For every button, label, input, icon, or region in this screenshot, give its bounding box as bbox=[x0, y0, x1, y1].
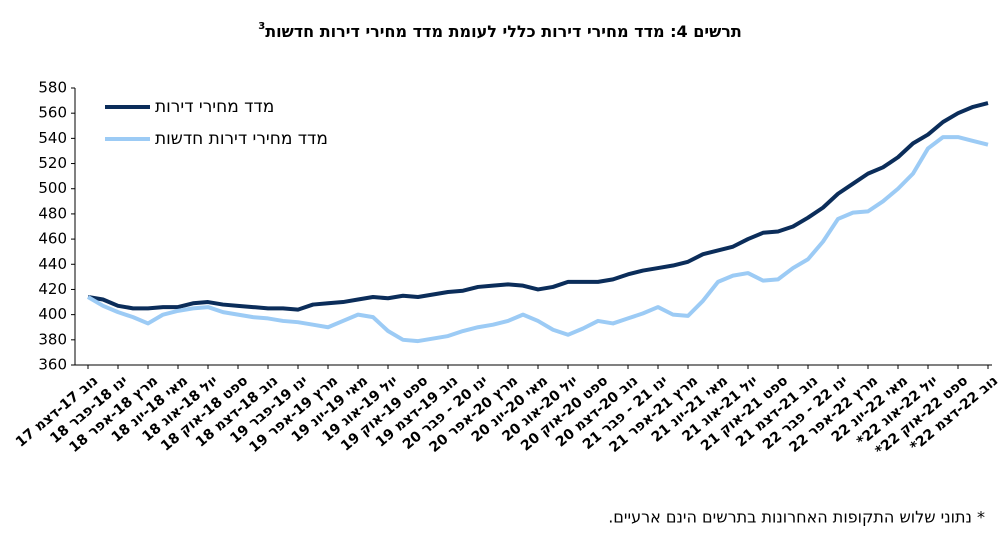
y-tick-label: 480 bbox=[38, 204, 67, 222]
data-line bbox=[86, 135, 989, 344]
title-text: תרשים 4: מדד מחירי דירות כללי לעומת מדד … bbox=[265, 22, 742, 41]
legend-label: מדד מחירי דירות חדשות bbox=[155, 129, 328, 149]
y-tick-label: 560 bbox=[38, 104, 67, 122]
y-tick-label: 520 bbox=[38, 154, 67, 172]
y-tick-label: 540 bbox=[38, 129, 67, 147]
y-tick-label: 580 bbox=[38, 79, 67, 97]
y-tick-label: 500 bbox=[38, 179, 67, 197]
data-line bbox=[87, 101, 989, 312]
chart-title: 3תרשים 4: מדד מחירי דירות כללי לעומת מדד… bbox=[258, 21, 742, 41]
y-tick-label: 400 bbox=[38, 305, 67, 323]
y-tick-label: 380 bbox=[38, 330, 67, 348]
y-tick-label: 460 bbox=[38, 230, 67, 248]
y-tick-label: 440 bbox=[38, 255, 67, 273]
y-tick-label: 420 bbox=[38, 280, 67, 298]
y-tick-label: 360 bbox=[38, 356, 67, 374]
title-superscript: 3 bbox=[258, 21, 265, 32]
legend-label: מדד מחירי דירות bbox=[155, 97, 274, 117]
footnote: * נתוני שלוש התקופות האחרונות בתרשים הינ… bbox=[608, 508, 985, 527]
